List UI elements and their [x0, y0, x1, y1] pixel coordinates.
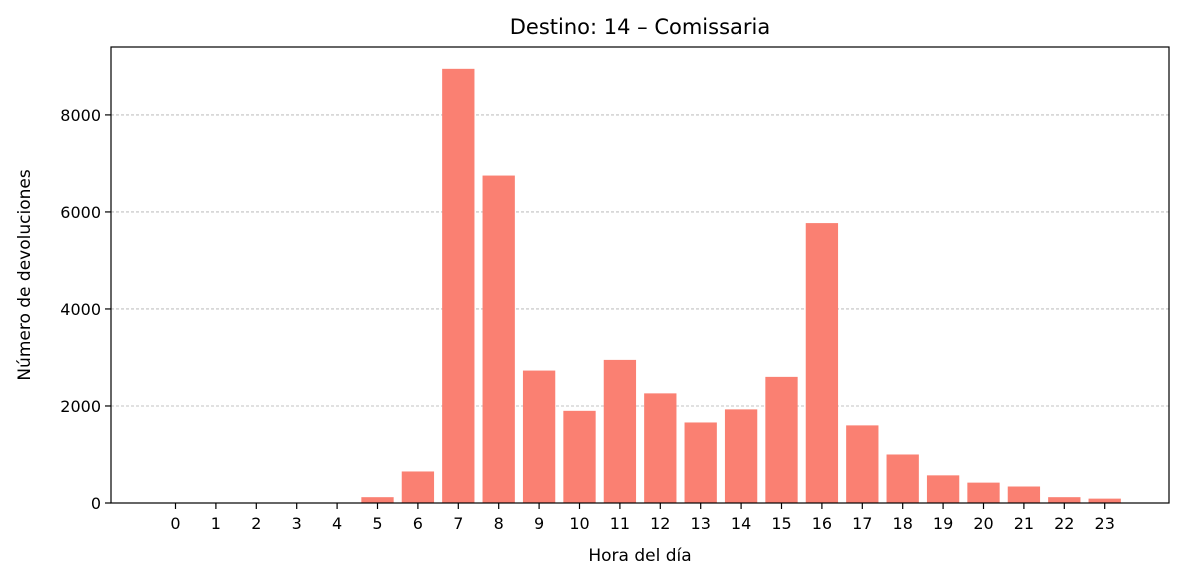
bar-hour-5 [361, 497, 394, 503]
x-tick-label: 3 [292, 514, 302, 533]
bar-hour-20 [967, 482, 1000, 503]
bars [159, 68, 1121, 504]
bar-hour-17 [846, 425, 879, 503]
x-tick-label: 10 [569, 514, 589, 533]
y-tick-label: 2000 [60, 397, 101, 416]
bar-hour-15 [765, 376, 798, 503]
x-tick-label: 23 [1095, 514, 1115, 533]
x-axis-ticks: 0 1 2 3 4 5 6 7 8 9 10 11 12 13 14 15 16 17 18 19 20 21 22 23 [170, 503, 1115, 533]
x-tick-label: 7 [453, 514, 463, 533]
x-axis-label: Hora del día [588, 546, 691, 566]
x-tick-label: 22 [1054, 514, 1074, 533]
bar-hour-19 [926, 475, 960, 503]
x-tick-label: 18 [893, 514, 913, 533]
x-tick-label: 21 [1014, 514, 1034, 533]
bar-hour-23 [1088, 498, 1121, 503]
plot-frame [110, 46, 1170, 504]
bar-hour-8 [482, 175, 515, 503]
bar-hour-10 [563, 410, 596, 503]
bar-hour-11 [603, 359, 637, 503]
y-axis-label: Número de devoluciones [15, 169, 35, 380]
bar-hour-21 [1007, 486, 1041, 503]
x-tick-label: 19 [933, 514, 953, 533]
bar-hour-14 [724, 409, 758, 503]
x-tick-label: 17 [852, 514, 872, 533]
x-tick-label: 14 [731, 514, 751, 533]
grid-lines [111, 114, 1169, 407]
y-tick-label: 0 [91, 494, 101, 513]
y-tick-label: 8000 [60, 106, 101, 125]
x-tick-label: 0 [170, 514, 180, 533]
x-tick-label: 4 [332, 514, 342, 533]
y-tick-label: 6000 [60, 203, 101, 222]
bar-hour-12 [644, 393, 677, 503]
bar-hour-9 [522, 370, 556, 503]
y-axis-ticks: 0 2000 4000 6000 8000 [60, 106, 111, 513]
bar-hour-13 [684, 422, 717, 503]
x-tick-label: 5 [372, 514, 382, 533]
y-tick-label: 4000 [60, 300, 101, 319]
x-tick-label: 11 [610, 514, 630, 533]
bar-hour-18 [886, 454, 919, 503]
bar-hour-7 [442, 68, 475, 504]
bar-hour-6 [401, 471, 435, 503]
x-tick-label: 13 [691, 514, 711, 533]
bar-hour-16 [805, 223, 839, 503]
x-tick-label: 6 [413, 514, 423, 533]
x-tick-label: 20 [973, 514, 993, 533]
chart-title: Destino: 14 – Comissaria [510, 15, 770, 39]
x-tick-label: 1 [211, 514, 221, 533]
x-tick-label: 12 [650, 514, 670, 533]
x-tick-label: 15 [771, 514, 791, 533]
x-tick-label: 9 [534, 514, 544, 533]
x-tick-label: 16 [812, 514, 832, 533]
bar-hour-22 [1048, 497, 1081, 503]
x-tick-label: 8 [494, 514, 504, 533]
x-tick-label: 2 [251, 514, 261, 533]
